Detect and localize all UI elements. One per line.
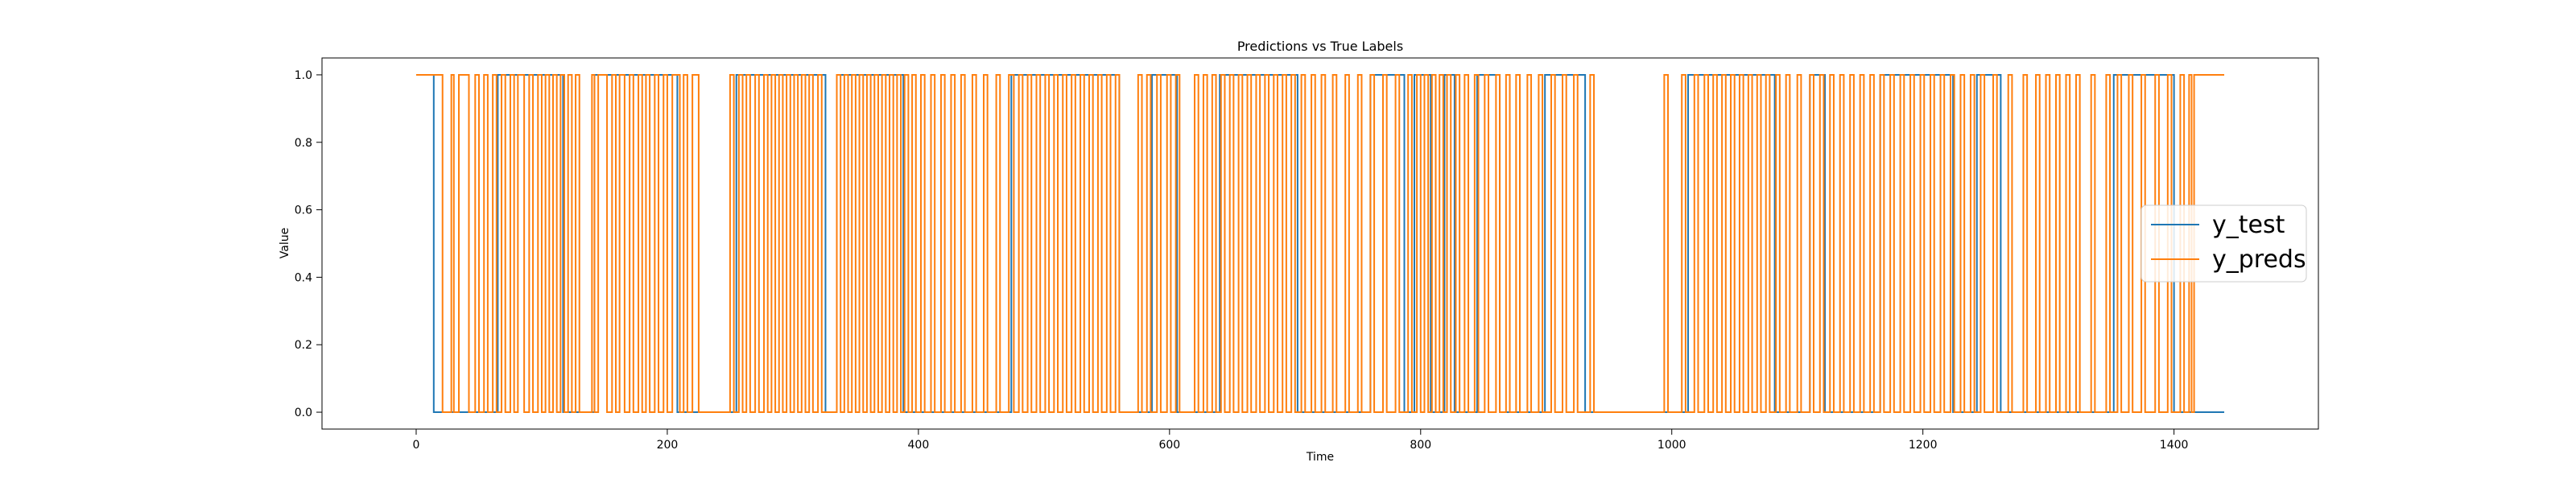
- y-tick-label: 0.8: [295, 137, 312, 150]
- y-tick-label: 0.4: [295, 271, 312, 284]
- plot-frame: [321, 57, 2319, 430]
- plot-area: [321, 57, 2319, 430]
- x-axis-label: Time: [1306, 451, 1334, 464]
- x-tick-label: 400: [908, 439, 930, 452]
- x-tick-label: 200: [657, 439, 679, 452]
- x-tick-label: 1200: [1909, 439, 1938, 452]
- y-axis-label: Value: [279, 228, 291, 258]
- y-tick-label: 0.2: [295, 339, 312, 352]
- x-tick-label: 0: [413, 439, 420, 452]
- y-tick-label: 0.0: [295, 407, 312, 419]
- x-axis: 0 200 400 600 800 1000 1200 1400: [413, 429, 2189, 452]
- x-tick-label: 1400: [2160, 439, 2189, 452]
- series-line-y-preds: [415, 73, 2225, 414]
- legend-label-y-test: y_test: [2212, 211, 2285, 239]
- y-axis: 0.0 0.2 0.4 0.6 0.8 1.0: [295, 69, 322, 419]
- x-tick-label: 800: [1410, 439, 1431, 452]
- x-tick-label: 1000: [1657, 439, 1686, 452]
- y-tick-label: 0.6: [295, 204, 312, 217]
- chart-title: Predictions vs True Labels: [1237, 39, 1403, 54]
- y-tick-label: 1.0: [295, 69, 312, 82]
- series-layer: [415, 73, 2225, 414]
- x-tick-label: 600: [1158, 439, 1180, 452]
- legend: y_test y_preds: [2140, 204, 2307, 283]
- legend-label-y-preds: y_preds: [2212, 246, 2306, 274]
